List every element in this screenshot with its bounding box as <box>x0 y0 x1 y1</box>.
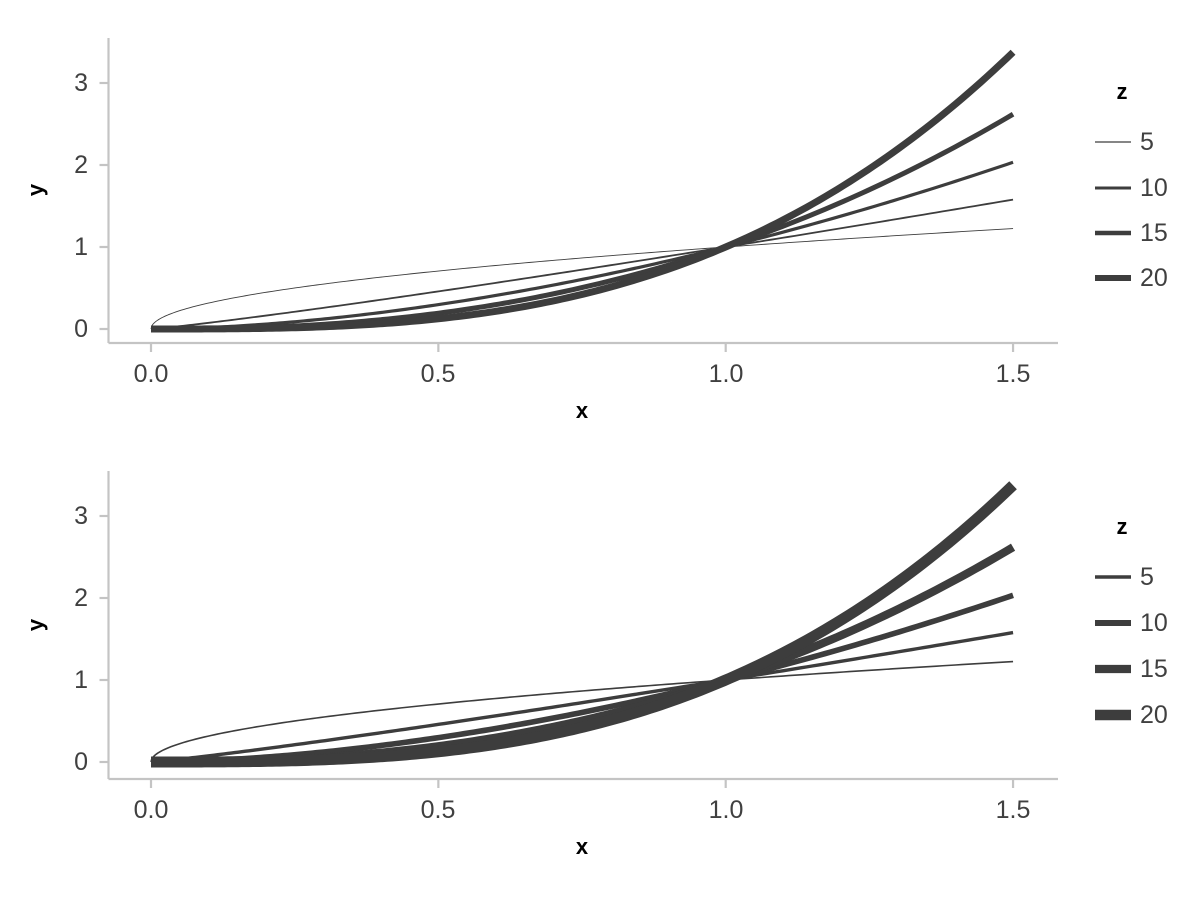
x-tick-label: 0.0 <box>133 796 169 824</box>
legend-label: 20 <box>1140 701 1168 729</box>
y-tick-label: 1 <box>74 666 88 694</box>
curve-power-1.125 <box>150 630 1014 764</box>
curve-power-3 <box>146 481 1017 768</box>
x-tick-label: 1.5 <box>995 796 1031 824</box>
legend-label: 5 <box>1140 128 1154 156</box>
y-tick-label: 2 <box>74 584 88 612</box>
legend-title: z <box>1116 79 1128 104</box>
legend-title: z <box>1116 514 1128 539</box>
legend-label: 10 <box>1140 174 1168 202</box>
x-tick-label: 1.5 <box>995 360 1031 388</box>
legend-label: 20 <box>1140 264 1168 292</box>
axis-title-y: y <box>23 183 48 197</box>
y-tick-label: 3 <box>74 69 88 97</box>
axis-title-x: x <box>575 398 589 423</box>
legend-label: 10 <box>1140 609 1168 637</box>
curve-power-0.5 <box>150 228 1014 330</box>
y-tick-label: 0 <box>74 315 88 343</box>
legend-label: 15 <box>1140 219 1168 247</box>
curve-power-1.125 <box>150 198 1014 330</box>
legend-label: 15 <box>1140 655 1168 683</box>
curve-power-1.75 <box>150 160 1014 331</box>
axis-title-y: y <box>23 618 48 632</box>
x-tick-label: 0.0 <box>133 360 169 388</box>
legend-label: 5 <box>1140 563 1154 591</box>
curve-power-3 <box>148 49 1016 333</box>
curve-power-0.5 <box>150 660 1014 763</box>
y-tick-label: 1 <box>74 233 88 261</box>
y-tick-label: 0 <box>74 748 88 776</box>
x-tick-label: 1.0 <box>708 796 744 824</box>
y-tick-label: 2 <box>74 151 88 179</box>
x-tick-label: 1.0 <box>708 360 744 388</box>
axis-title-x: x <box>575 834 589 859</box>
x-tick-label: 0.5 <box>420 360 456 388</box>
x-tick-label: 0.5 <box>420 796 456 824</box>
y-tick-label: 3 <box>74 502 88 530</box>
